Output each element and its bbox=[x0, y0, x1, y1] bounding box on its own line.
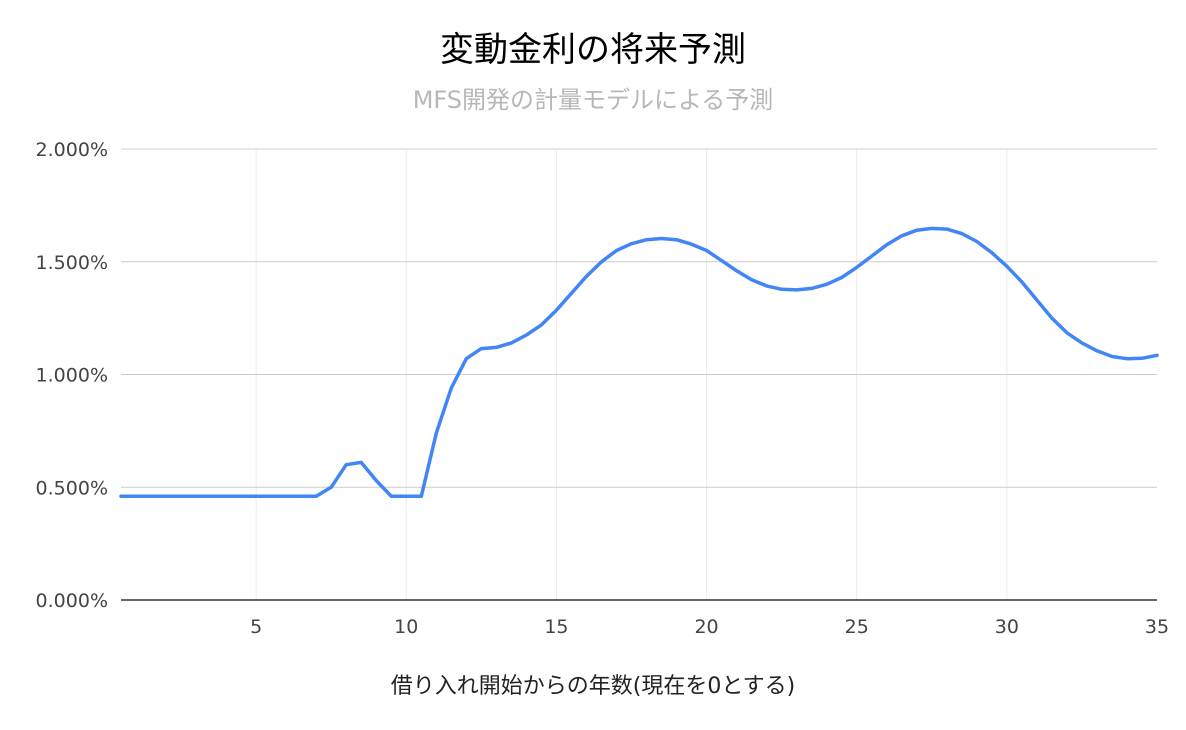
y-axis-tick-labels: 0.000% 0.500% 1.000% 1.500% 2.000% bbox=[36, 139, 108, 612]
y-tick-label: 0.000% bbox=[36, 590, 108, 612]
y-tick-label: 1.000% bbox=[36, 365, 108, 387]
x-axis-label: 借り入れ開始からの年数(現在を0とする) bbox=[390, 674, 796, 699]
series-line-0 bbox=[119, 226, 1159, 499]
x-tick-label: 20 bbox=[694, 616, 718, 638]
chart-title: 変動金利の将来予測 bbox=[440, 30, 746, 70]
y-tick-label: 1.500% bbox=[36, 252, 108, 274]
x-tick-label: 5 bbox=[250, 616, 262, 638]
y-tick-label: 2.000% bbox=[36, 139, 108, 161]
x-tick-label: 35 bbox=[1145, 616, 1169, 638]
x-tick-label: 10 bbox=[394, 616, 418, 638]
x-tick-label: 25 bbox=[845, 616, 869, 638]
horizontal-gridlines bbox=[121, 148, 1157, 488]
series-layer bbox=[119, 226, 1159, 499]
y-tick-label: 0.500% bbox=[36, 477, 108, 499]
x-tick-label: 30 bbox=[995, 616, 1019, 638]
chart-subtitle: MFS開発の計量モデルによる予測 bbox=[412, 86, 774, 114]
x-axis-tick-labels: 5 10 15 20 25 30 35 bbox=[250, 616, 1169, 638]
x-tick-label: 15 bbox=[544, 616, 568, 638]
